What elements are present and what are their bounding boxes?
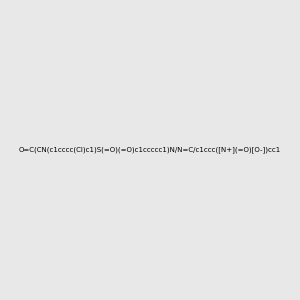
Text: O=C(CN(c1cccc(Cl)c1)S(=O)(=O)c1ccccc1)N/N=C/c1ccc([N+](=O)[O-])cc1: O=C(CN(c1cccc(Cl)c1)S(=O)(=O)c1ccccc1)N/… [19,147,281,153]
